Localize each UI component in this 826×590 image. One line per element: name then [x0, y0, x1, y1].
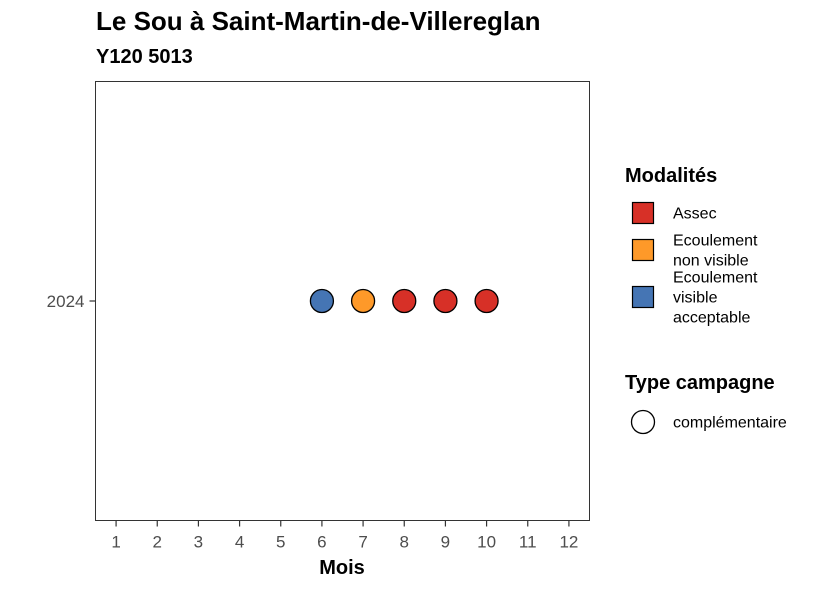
legend-campagne-title: Type campagne — [625, 372, 775, 394]
data-point — [350, 288, 376, 314]
x-axis-title: Mois — [319, 557, 365, 579]
y-tick-label: 2024 — [47, 292, 85, 311]
legend-key-label: acceptable — [673, 310, 750, 327]
legend-key-label: Ecoulement — [673, 233, 758, 250]
x-tick-label: 9 — [441, 533, 450, 552]
chart-subtitle: Y120 5013 — [96, 46, 193, 68]
x-tick-label: 3 — [194, 533, 203, 552]
x-axis: 1 2 3 4 5 6 7 8 9 10 11 12 — [111, 520, 578, 552]
data-point — [433, 288, 458, 314]
x-tick-label: 12 — [559, 533, 578, 552]
legend-key-label: Ecoulement — [673, 270, 758, 287]
legend-key-label: Assec — [673, 206, 717, 223]
data-point — [392, 288, 417, 314]
legend-key-swatch — [631, 238, 655, 262]
x-tick-label: 6 — [317, 533, 326, 552]
x-tick-label: 5 — [276, 533, 285, 552]
legend-shape-circle — [630, 409, 656, 435]
data-points — [309, 288, 499, 314]
legend-modalites-title: Modalités — [625, 165, 717, 187]
legend-shape-label: complémentaire — [673, 415, 787, 432]
x-tick-label: 1 — [111, 533, 120, 552]
x-tick-label: 2 — [153, 533, 162, 552]
legend-key-swatch — [631, 201, 655, 225]
x-tick-label: 7 — [358, 533, 367, 552]
legend-key-label: non visible — [673, 253, 749, 270]
x-tick-label: 11 — [519, 533, 537, 552]
data-point — [309, 288, 335, 314]
plot-panel — [95, 81, 590, 521]
x-tick-label: 8 — [400, 533, 409, 552]
data-point — [474, 288, 499, 314]
chart-title: Le Sou à Saint-Martin-de-Villereglan — [96, 6, 541, 36]
legend-campagne: Type campagne complémentaire — [625, 372, 787, 435]
x-tick-label: 10 — [477, 533, 496, 552]
y-axis: 2024 — [47, 292, 96, 311]
legend-key-label: visible — [673, 290, 718, 307]
x-tick-label: 4 — [235, 533, 244, 552]
legend-key-swatch — [631, 285, 655, 309]
